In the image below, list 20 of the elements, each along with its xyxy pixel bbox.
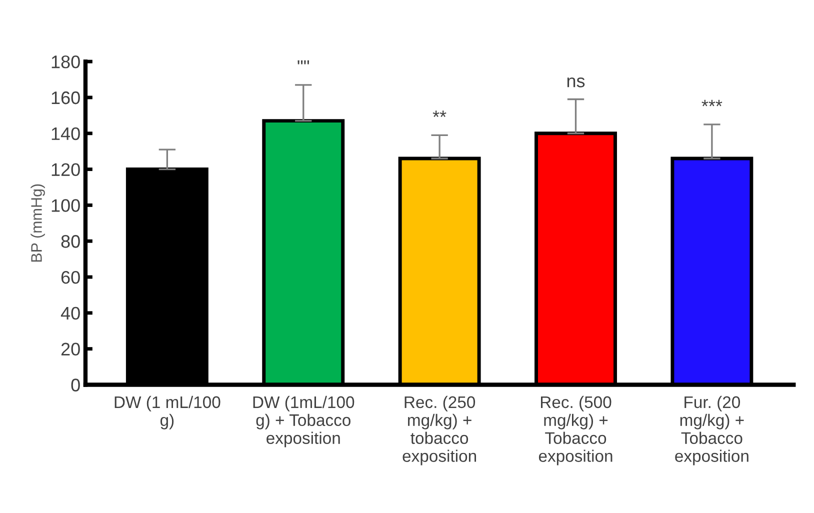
annotation: *** (702, 100, 722, 106)
y-tick-label: 20 (61, 342, 80, 356)
y-tick-label: 60 (61, 270, 80, 284)
y-tick-label: 0 (71, 378, 80, 392)
x-tick-label: Fur. (20 mg/kg) + Tobacco exposition (675, 396, 748, 466)
x-tick-label: DW (1 mL/100 g) (114, 396, 220, 430)
y-tick-label: 100 (52, 199, 80, 212)
y-tick-label: 180 (52, 55, 80, 68)
y-tick-label: 160 (52, 91, 80, 104)
x-tick-label: Rec. (250 mg/kg) + tobacco exposition (402, 396, 476, 466)
annotation: "" (298, 60, 310, 64)
x-tick-label: Rec. (500 mg/kg) + Tobacco exposition (538, 396, 612, 466)
y-tick-label: 80 (61, 235, 80, 248)
annotation: ns (567, 77, 585, 88)
y-tick-label: 40 (60, 306, 80, 320)
y-tick-label: 140 (52, 127, 80, 140)
x-tick-label: DW (1mL/100 g) + Tobacco exposition (253, 396, 354, 448)
y-tick-label: 120 (52, 163, 80, 176)
y-axis-title: BP (mmHg) (30, 184, 45, 262)
annotation: ** (432, 110, 446, 118)
